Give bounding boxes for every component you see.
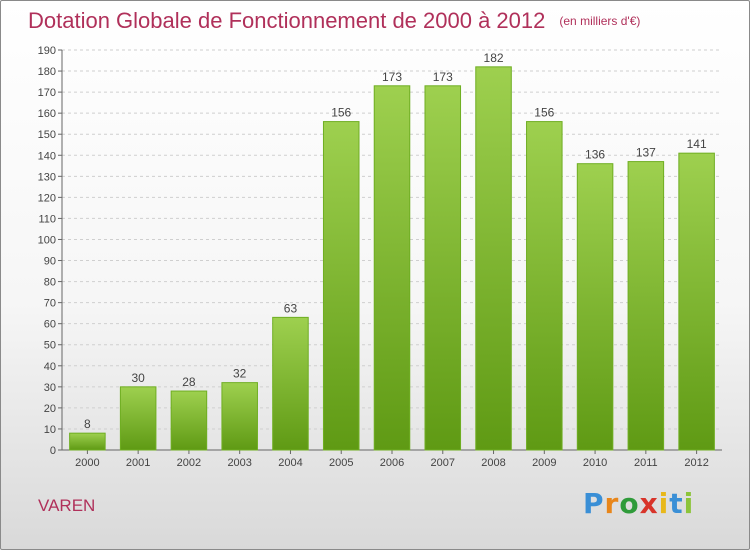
y-tick-label: 110 [38,213,56,225]
bar-2008 [475,66,512,451]
logo-letter: i [683,487,695,520]
x-tick-label: 2003 [227,457,251,469]
data-labels: 8 30 28 32 63 156 173 173 182 156 136 137 141 [84,51,707,431]
bar-2010 [576,163,614,451]
data-label: 30 [131,371,145,385]
data-label: 156 [331,106,351,120]
chart-subtitle: (en milliers d'€) [559,14,641,28]
logo-letter: i [658,487,670,520]
y-tick-label: 40 [44,361,56,373]
logo-letter: t [669,487,684,520]
bar-2009 [526,121,563,451]
y-tick-label: 30 [44,382,56,394]
x-tick-label: 2012 [684,457,708,469]
y-tick-label: 170 [38,87,56,99]
bar-2002 [170,390,208,451]
x-tick-label: 2008 [481,457,505,469]
y-tick-label: 0 [50,445,56,457]
x-tick-label: 2010 [583,457,607,469]
y-tick-label: 10 [44,424,56,436]
bar-2003 [221,382,258,451]
logo-letter: o [619,487,640,520]
data-label: 141 [687,137,707,151]
bar-2006 [373,85,411,451]
y-tick-label: 20 [44,403,56,415]
y-tick-label: 50 [44,340,56,352]
x-tick-label: 2001 [126,457,150,469]
y-tick-label: 70 [44,298,56,310]
x-tick-label: 2011 [634,457,658,469]
bar-2007 [424,85,462,451]
y-tick-label: 60 [44,319,56,331]
logo-letter: r [604,487,620,520]
bar-2011 [627,161,665,451]
y-tick-label: 100 [38,234,56,246]
x-tick-label: 2006 [380,457,404,469]
x-tick-label: 2000 [75,457,99,469]
logo-letter: x [639,487,659,520]
x-tick-label: 2002 [177,457,201,469]
data-label: 136 [585,148,605,162]
y-tick-label: 140 [38,150,56,162]
bars [69,66,715,451]
data-label: 28 [182,375,196,389]
x-tick-label: 2004 [278,457,302,469]
data-label: 8 [84,417,91,431]
y-tick-label: 130 [38,171,56,183]
data-label: 32 [233,367,247,381]
data-label: 156 [534,106,554,120]
y-tick-label: 180 [38,66,56,78]
axes: 0 10 20 30 40 50 60 70 80 90 100 110 120 130 140 150 160… [38,45,722,469]
x-tick-label: 2007 [431,457,455,469]
y-tick-label: 90 [44,256,56,268]
data-label: 137 [636,146,656,160]
x-tick-label: 2009 [532,457,556,469]
commune-name: VAREN [38,496,96,515]
logo-letter: P [583,487,605,520]
y-tick-label: 120 [38,192,56,204]
bar-2001 [119,386,157,451]
data-label: 182 [484,51,504,65]
data-label: 173 [433,70,453,84]
bar-2000 [69,432,106,451]
x-tick-label: 2005 [329,457,353,469]
y-tick-label: 160 [38,108,56,120]
y-tick-label: 80 [44,277,56,289]
bar-2012 [678,152,715,451]
chart-title-text: Dotation Globale de Fonctionnement de 20… [28,8,546,33]
y-tick-label: 150 [38,129,56,141]
data-label: 173 [382,70,402,84]
bar-2004 [272,316,309,451]
bar-2005 [322,121,360,451]
data-label: 63 [284,301,298,315]
proxiti-logo: Proxiti [583,487,694,520]
y-tick-label: 190 [38,45,56,57]
chart-title: Dotation Globale de Fonctionnement de 20… [28,8,640,34]
